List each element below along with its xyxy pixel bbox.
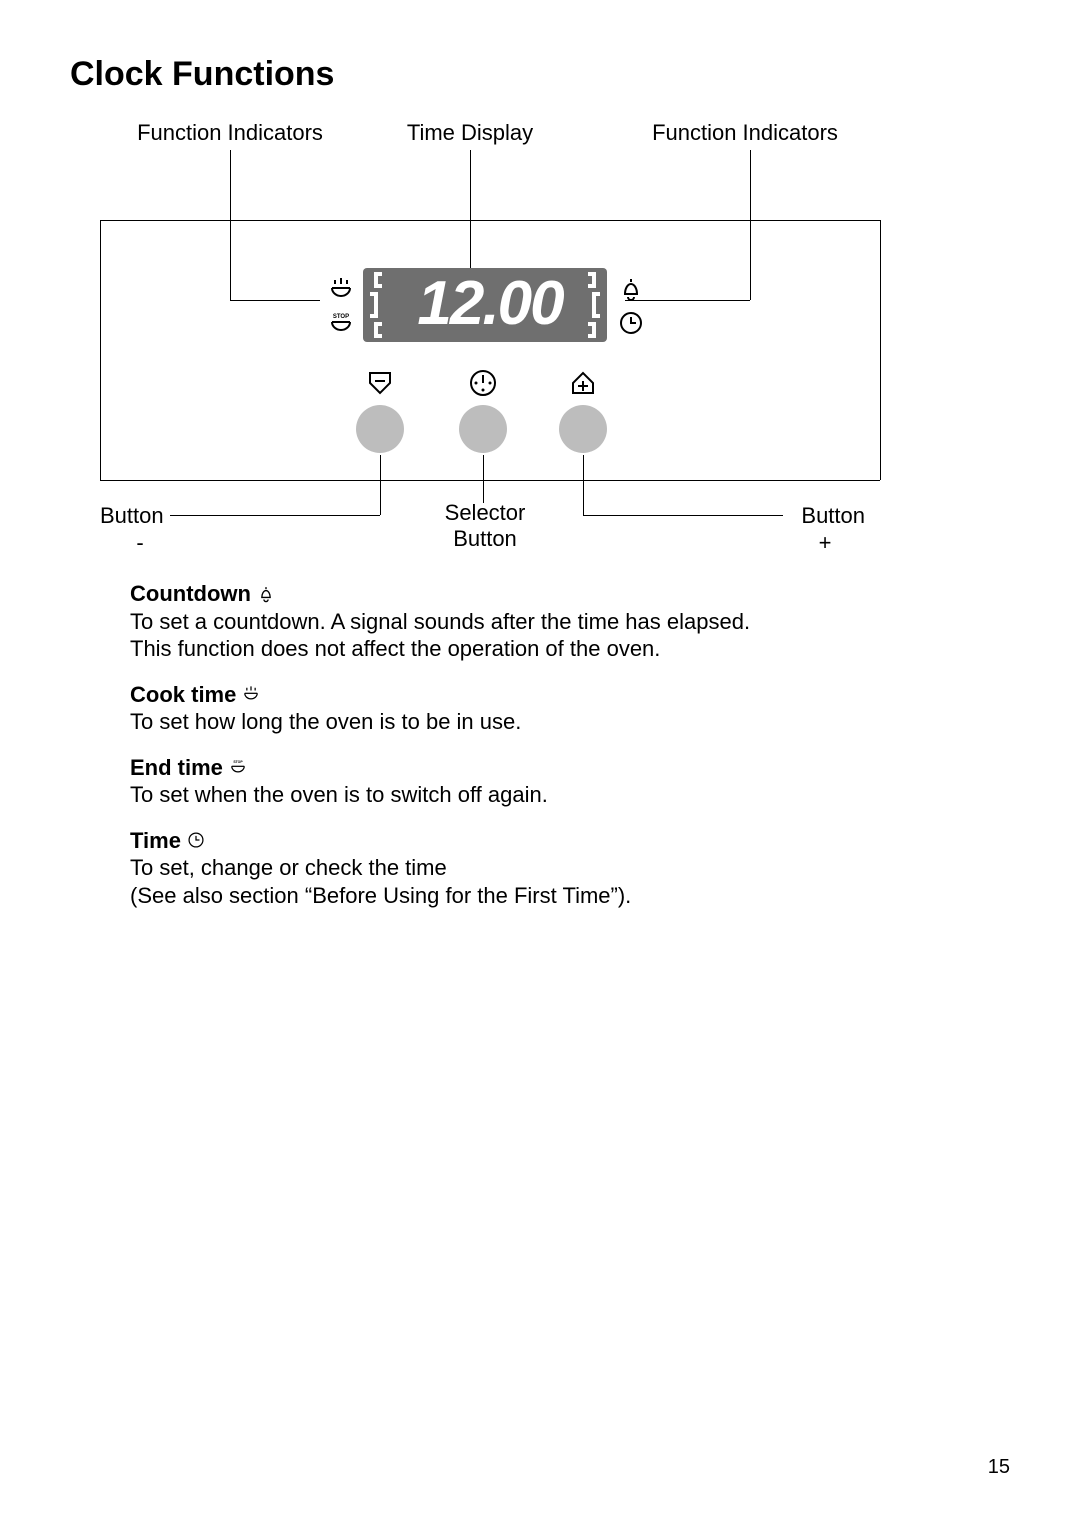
def-title-time: Time xyxy=(130,827,181,855)
clock-icon xyxy=(187,831,205,849)
label-button-plus-sym: + xyxy=(785,530,865,556)
definition-countdown: Countdown To set a countdown. A signal s… xyxy=(130,580,950,663)
leader-line xyxy=(380,455,381,515)
label-button-plus: Button xyxy=(785,503,865,529)
definitions: Countdown To set a countdown. A signal s… xyxy=(130,580,950,927)
clock-icon xyxy=(618,310,644,336)
label-selector-button: Selector Button xyxy=(420,500,550,552)
def-title-endtime: End time xyxy=(130,754,223,782)
selector-clock-icon xyxy=(468,368,498,398)
def-title-cooktime: Cook time xyxy=(130,681,236,709)
bell-icon xyxy=(618,276,644,302)
leader-line xyxy=(170,515,380,516)
def-text-countdown: To set a countdown. A signal sounds afte… xyxy=(130,609,750,662)
plus-button[interactable] xyxy=(559,405,607,453)
leader-line xyxy=(470,150,471,268)
cooktime-icon xyxy=(328,276,354,302)
leader-line xyxy=(583,455,584,515)
lcd-time: 12.00 xyxy=(390,268,590,339)
definition-time: Time To set, change or check the time (S… xyxy=(130,827,950,910)
diagram-line xyxy=(230,300,320,301)
label-function-indicators-left: Function Indicators xyxy=(120,120,340,146)
label-button-minus: Button xyxy=(100,503,180,529)
diagram-line xyxy=(100,220,101,480)
page: Clock Functions Function Indicators Time… xyxy=(0,0,1080,1529)
diagram-line xyxy=(880,220,881,480)
def-text-time: To set, change or check the time (See al… xyxy=(130,855,631,908)
cooktime-icon xyxy=(242,685,260,703)
page-number: 15 xyxy=(988,1456,1010,1479)
definition-cooktime: Cook time To set how long the oven is to… xyxy=(130,681,950,736)
leader-line xyxy=(230,150,231,220)
diagram-line xyxy=(230,220,231,300)
leader-line xyxy=(483,455,484,503)
label-button-minus-sym: - xyxy=(100,530,180,556)
def-text-endtime: To set when the oven is to switch off ag… xyxy=(130,782,548,807)
diagram-line xyxy=(750,220,751,300)
def-text-cooktime: To set how long the oven is to be in use… xyxy=(130,709,521,734)
plus-shield-icon xyxy=(568,368,598,398)
endtime-icon: STOP xyxy=(229,758,247,776)
label-time-display: Time Display xyxy=(380,120,560,146)
clock-diagram: Function Indicators Time Display Functio… xyxy=(70,100,1010,600)
minus-button[interactable] xyxy=(356,405,404,453)
endtime-icon: STOP xyxy=(328,310,354,336)
svg-text:STOP: STOP xyxy=(233,760,243,764)
def-title-countdown: Countdown xyxy=(130,580,251,608)
label-function-indicators-right: Function Indicators xyxy=(635,120,855,146)
svg-text:STOP: STOP xyxy=(333,314,349,320)
selector-button[interactable] xyxy=(459,405,507,453)
diagram-line xyxy=(100,480,880,481)
bell-icon xyxy=(257,585,275,603)
bracket-left-icon xyxy=(368,272,388,338)
minus-shield-icon xyxy=(365,368,395,398)
section-title: Clock Functions xyxy=(70,55,334,94)
leader-line xyxy=(750,150,751,220)
leader-line xyxy=(583,515,783,516)
definition-endtime: End time STOP To set when the oven is to… xyxy=(130,754,950,809)
diagram-line xyxy=(100,220,880,221)
